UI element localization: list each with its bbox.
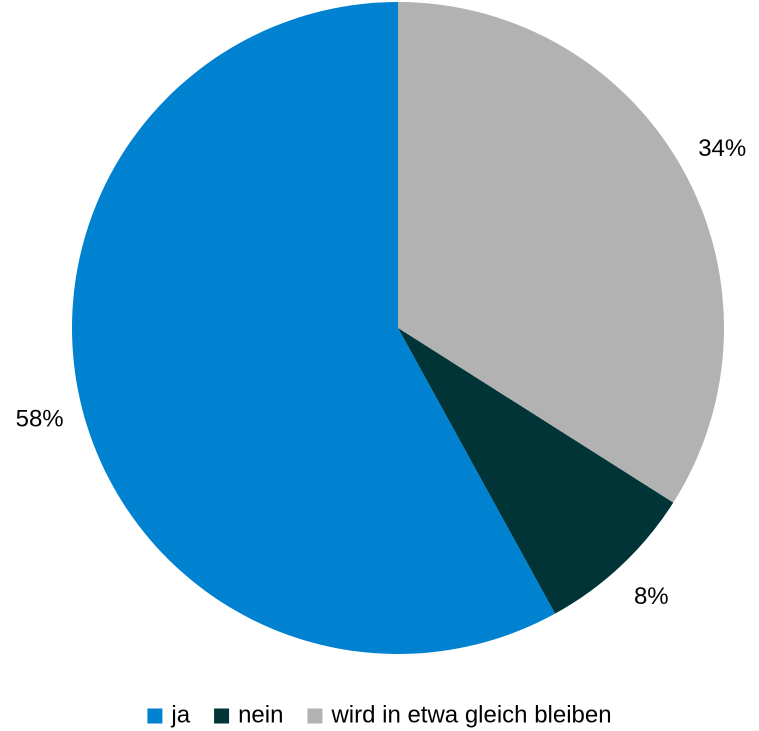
data-label: 58%: [16, 405, 64, 432]
legend-swatch: [307, 708, 323, 724]
legend-label: ja: [170, 701, 190, 728]
legend-label: nein: [238, 701, 283, 728]
pie-slice: [398, 2, 724, 503]
legend-swatch: [147, 708, 163, 724]
pie-slice: [398, 328, 674, 614]
data-label: 8%: [634, 583, 669, 610]
data-label: 34%: [698, 135, 746, 162]
pie-slice: [71, 2, 556, 654]
legend-label: wird in etwa gleich bleiben: [330, 701, 611, 728]
legend-swatch: [214, 708, 230, 724]
